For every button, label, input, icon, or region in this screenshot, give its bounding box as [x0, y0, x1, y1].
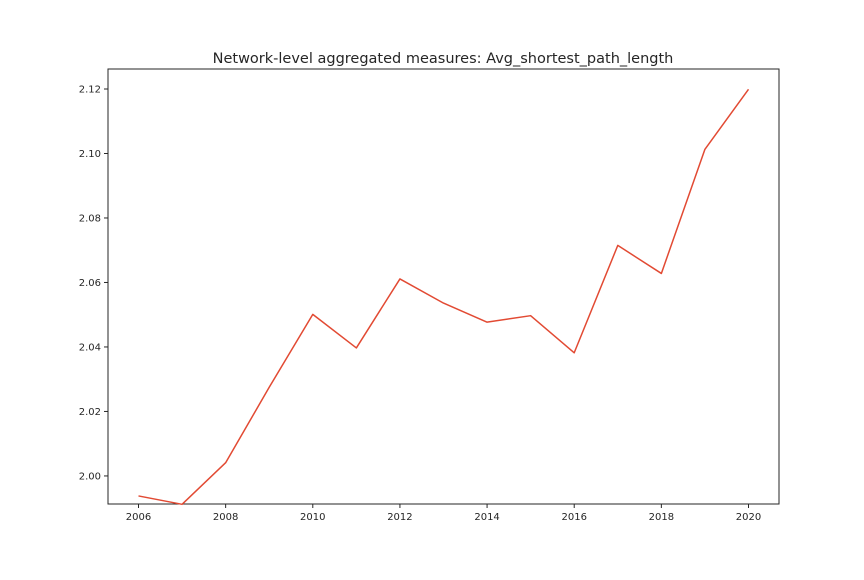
- y-tick-label: 2.04: [79, 342, 101, 353]
- x-tick-label: 2014: [474, 512, 499, 523]
- x-tick-label: 2012: [387, 512, 412, 523]
- y-tick-label: 2.02: [79, 407, 101, 418]
- y-tick-label: 2.00: [79, 471, 101, 482]
- chart-title: Network-level aggregated measures: Avg_s…: [213, 51, 674, 67]
- x-tick-label: 2020: [736, 512, 761, 523]
- y-tick-label: 2.10: [79, 149, 101, 160]
- y-tick-label: 2.06: [79, 278, 101, 289]
- plot-frame: [107, 68, 780, 505]
- x-tick-label: 2018: [649, 512, 674, 523]
- x-tick-label: 2010: [300, 512, 325, 523]
- x-tick-label: 2006: [126, 512, 151, 523]
- x-tick-label: 2016: [561, 512, 586, 523]
- series-line-0: [138, 88, 750, 506]
- x-tick-label: 2008: [213, 512, 238, 523]
- y-tick-label: 2.08: [79, 213, 101, 224]
- plot-area: 2006 2008 2010 2012 2014 2016 2018 2020 2.00 2.02…: [79, 68, 780, 523]
- y-tick-label: 2.12: [79, 84, 101, 95]
